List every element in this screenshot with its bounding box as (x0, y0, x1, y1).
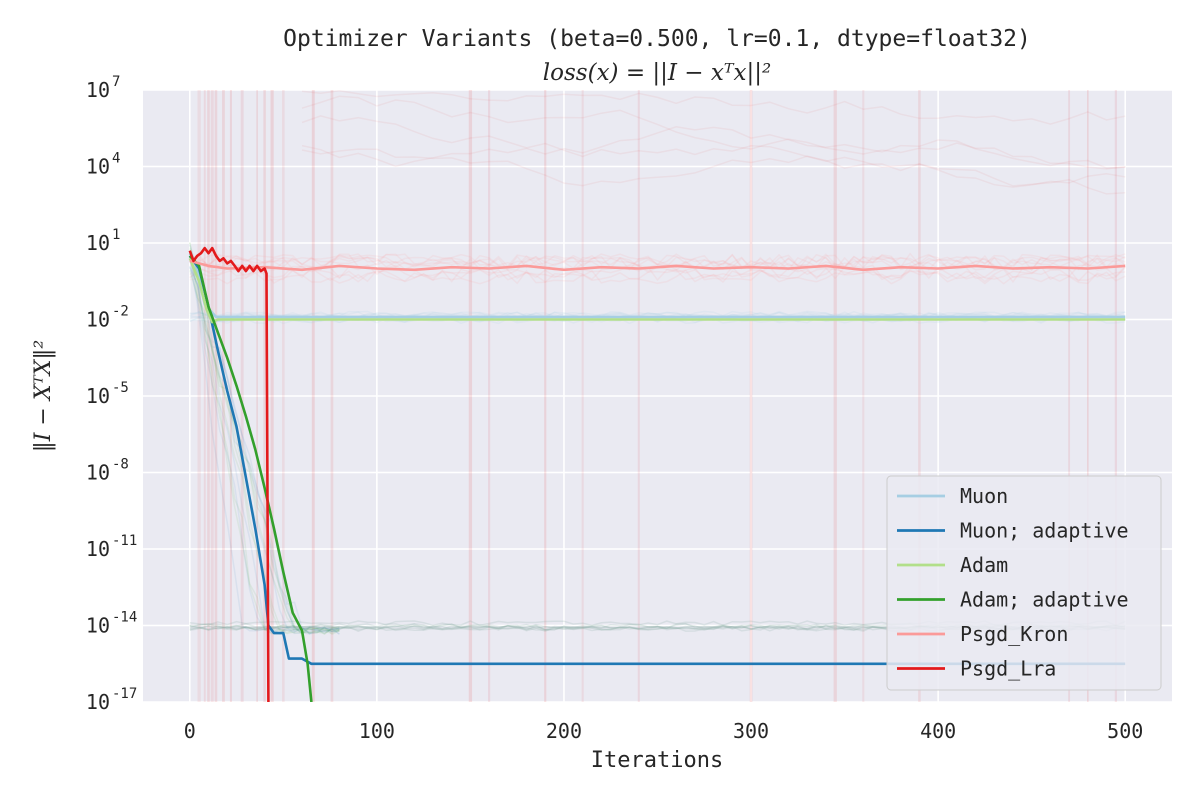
y-tick-exponent-3: -2 (112, 304, 129, 320)
x-tick-label-0: 0 (184, 719, 196, 743)
y-tick-label-2: 10 (86, 231, 110, 255)
legend: Muon Muon; adaptive Adam Adam; adaptive Psgd… (887, 476, 1161, 690)
y-tick-exponent-5: -8 (112, 457, 129, 473)
y-tick-label-7: 10 (86, 614, 110, 638)
y-axis-label: ‖I − XᵀX‖² (31, 340, 56, 453)
y-tick-exponent-4: -5 (112, 380, 129, 396)
y-tick-label-4: 10 (86, 384, 110, 408)
x-tick-label-3: 300 (733, 719, 769, 743)
y-tick-label-1: 10 (86, 155, 110, 179)
legend-label-3: Adam; adaptive (960, 588, 1129, 612)
y-tick-exponent-1: 4 (112, 151, 120, 167)
y-tick-label-3: 10 (86, 308, 110, 332)
y-tick-exponent-8: -17 (112, 686, 137, 702)
legend-label-1: Muon; adaptive (960, 519, 1129, 543)
y-tick-exponent-6: -11 (112, 533, 137, 549)
x-tick-label-2: 200 (546, 719, 582, 743)
y-tick-label-6: 10 (86, 537, 110, 561)
y-tick-label-8: 10 (86, 690, 110, 714)
legend-label-5: Psgd_Lra (960, 657, 1056, 681)
x-axis-label: Iterations (591, 748, 723, 773)
x-tick-label-1: 100 (359, 719, 395, 743)
legend-label-2: Adam (960, 553, 1008, 577)
legend-label-0: Muon (960, 484, 1008, 508)
x-tick-label-5: 500 (1107, 719, 1143, 743)
chart-subtitle: loss(x) = ||I − xᵀx||² (543, 60, 771, 86)
y-tick-exponent-2: 1 (112, 227, 120, 243)
y-tick-label-0: 10 (86, 78, 110, 102)
y-tick-exponent-7: -14 (112, 610, 137, 626)
legend-label-4: Psgd_Kron (960, 622, 1068, 646)
y-tick-label-5: 10 (86, 461, 110, 485)
chart-title: Optimizer Variants (beta=0.500, lr=0.1, … (283, 26, 1031, 52)
x-tick-label-4: 400 (920, 719, 956, 743)
y-tick-exponent-0: 7 (112, 74, 120, 90)
